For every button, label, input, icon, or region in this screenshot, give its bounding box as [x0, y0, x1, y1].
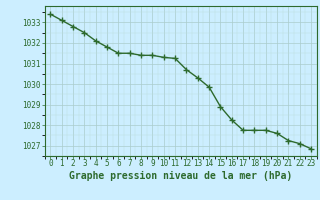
X-axis label: Graphe pression niveau de la mer (hPa): Graphe pression niveau de la mer (hPa): [69, 171, 292, 181]
